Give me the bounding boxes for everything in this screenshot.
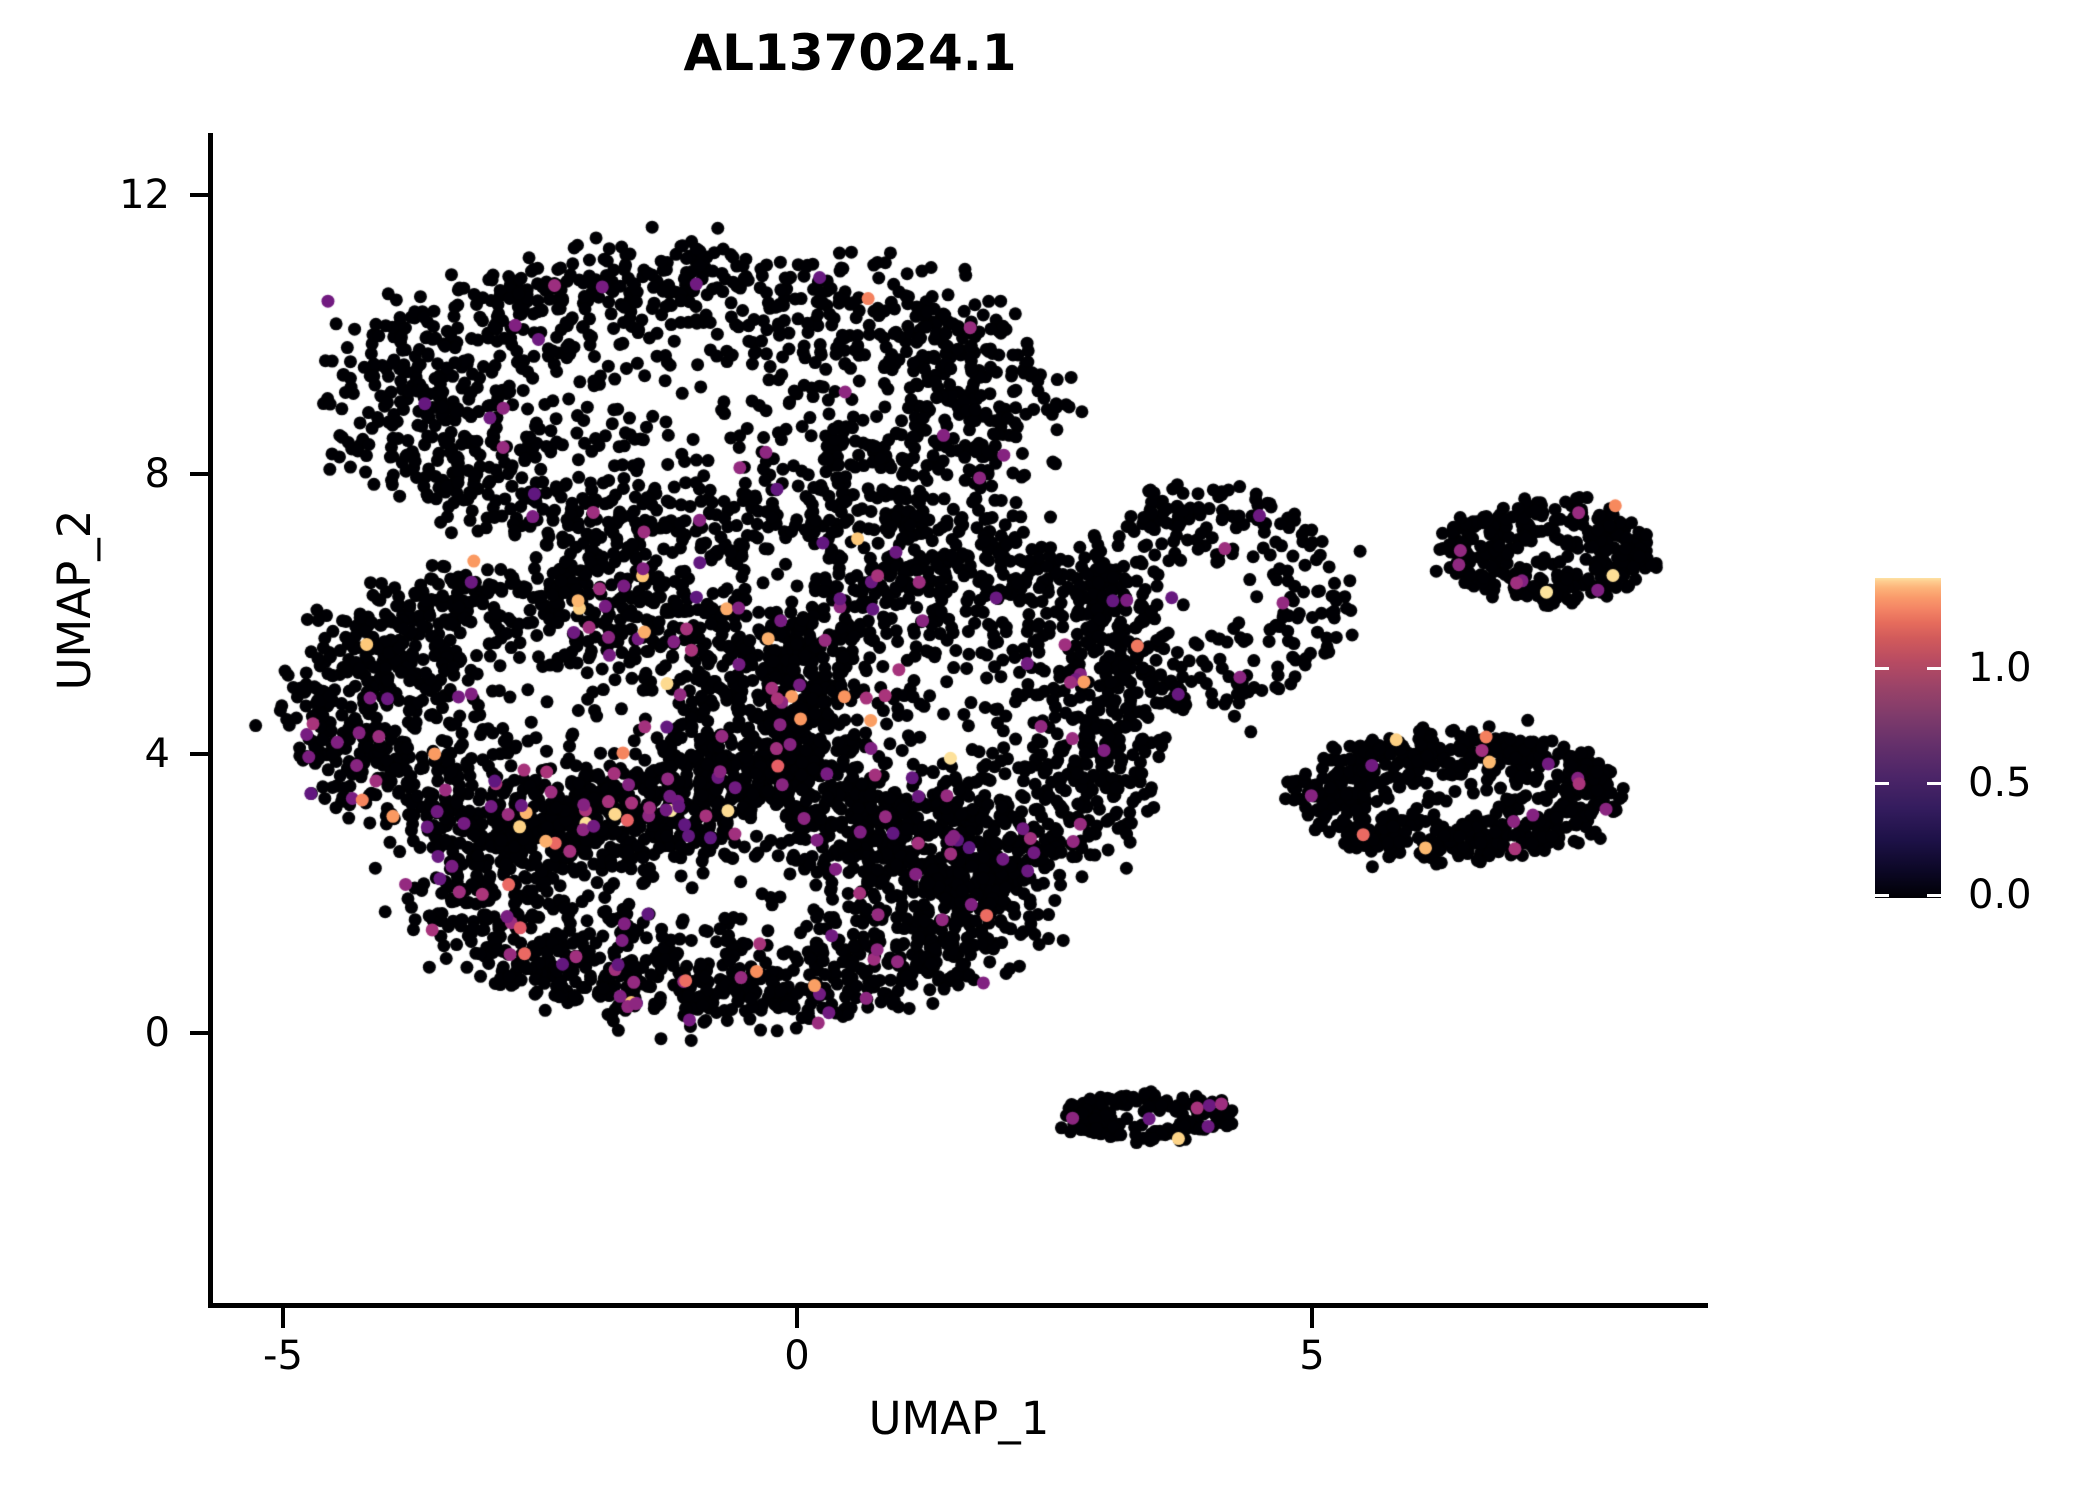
x-tickmark-5 xyxy=(1310,1308,1314,1328)
y-tick-label-12: 12 xyxy=(119,172,170,218)
scatter-plot-area xyxy=(210,133,1708,1305)
colorbar-tickmark-0.0-right xyxy=(1927,894,1941,897)
y-tickmark-0 xyxy=(190,1031,208,1035)
colorbar-tickmark-1.0-right xyxy=(1927,667,1941,670)
x-tickmark-minus5 xyxy=(281,1308,285,1328)
x-tick-label-minus5: -5 xyxy=(263,1333,303,1379)
y-tick-label-0: 0 xyxy=(144,1010,170,1056)
x-axis-spine xyxy=(208,1303,1708,1308)
colorbar-tickmark-1.0 xyxy=(1875,667,1889,670)
y-tick-label-8: 8 xyxy=(144,451,170,497)
colorbar-tickmark-0.5 xyxy=(1875,782,1889,785)
y-tick-label-4: 4 xyxy=(144,731,170,777)
y-axis-spine xyxy=(208,133,213,1308)
y-axis-title: UMAP_2 xyxy=(48,509,101,691)
chart-title: AL137024.1 xyxy=(683,24,1017,82)
colorbar-tickmark-0.0 xyxy=(1875,894,1889,897)
x-tick-label-0: 0 xyxy=(784,1333,810,1379)
y-tickmark-12 xyxy=(190,193,208,197)
colorbar-label-0.0: 0.0 xyxy=(1968,872,2032,918)
colorbar-tickmark-0.5-right xyxy=(1927,782,1941,785)
x-tick-label-5: 5 xyxy=(1299,1333,1325,1379)
y-tickmark-8 xyxy=(190,472,208,476)
x-tickmark-0 xyxy=(795,1308,799,1328)
x-axis-title: UMAP_1 xyxy=(868,1392,1050,1445)
y-tickmark-4 xyxy=(190,752,208,756)
colorbar-label-1.0: 1.0 xyxy=(1968,645,2032,691)
colorbar-gradient xyxy=(1875,578,1941,898)
colorbar-label-0.5: 0.5 xyxy=(1968,760,2032,806)
